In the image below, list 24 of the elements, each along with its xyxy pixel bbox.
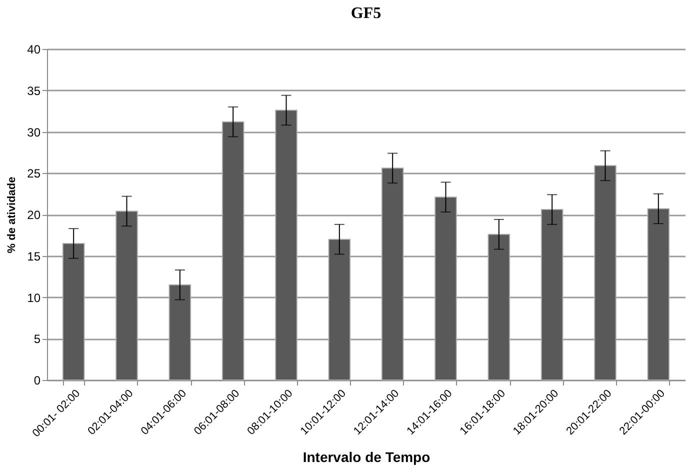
- bar: [328, 238, 351, 380]
- y-tick-label: 5: [34, 332, 41, 346]
- bar: [488, 234, 510, 380]
- y-tick-label: 0: [34, 374, 41, 388]
- bar: [434, 196, 457, 380]
- bar: [540, 209, 564, 380]
- bar: [381, 168, 404, 380]
- y-tick-label: 35: [27, 84, 41, 98]
- bar: [594, 165, 616, 380]
- y-axis-title: % de atividade: [6, 176, 18, 254]
- y-tick-label: 15: [27, 249, 41, 264]
- bar: [116, 210, 138, 380]
- y-tick-label: 40: [27, 42, 41, 56]
- y-tick-label: 20: [27, 208, 41, 222]
- bar: [62, 242, 85, 380]
- bar: [647, 208, 670, 380]
- y-tick-label: 30: [27, 125, 41, 140]
- bar: [168, 284, 192, 380]
- y-tick-label: 25: [27, 166, 41, 181]
- y-tick-label: 10: [27, 290, 41, 305]
- x-axis-title: Intervalo de Tempo: [302, 448, 430, 465]
- bar: [222, 121, 244, 380]
- bar: [275, 110, 298, 380]
- chart-title: GF5: [350, 5, 382, 22]
